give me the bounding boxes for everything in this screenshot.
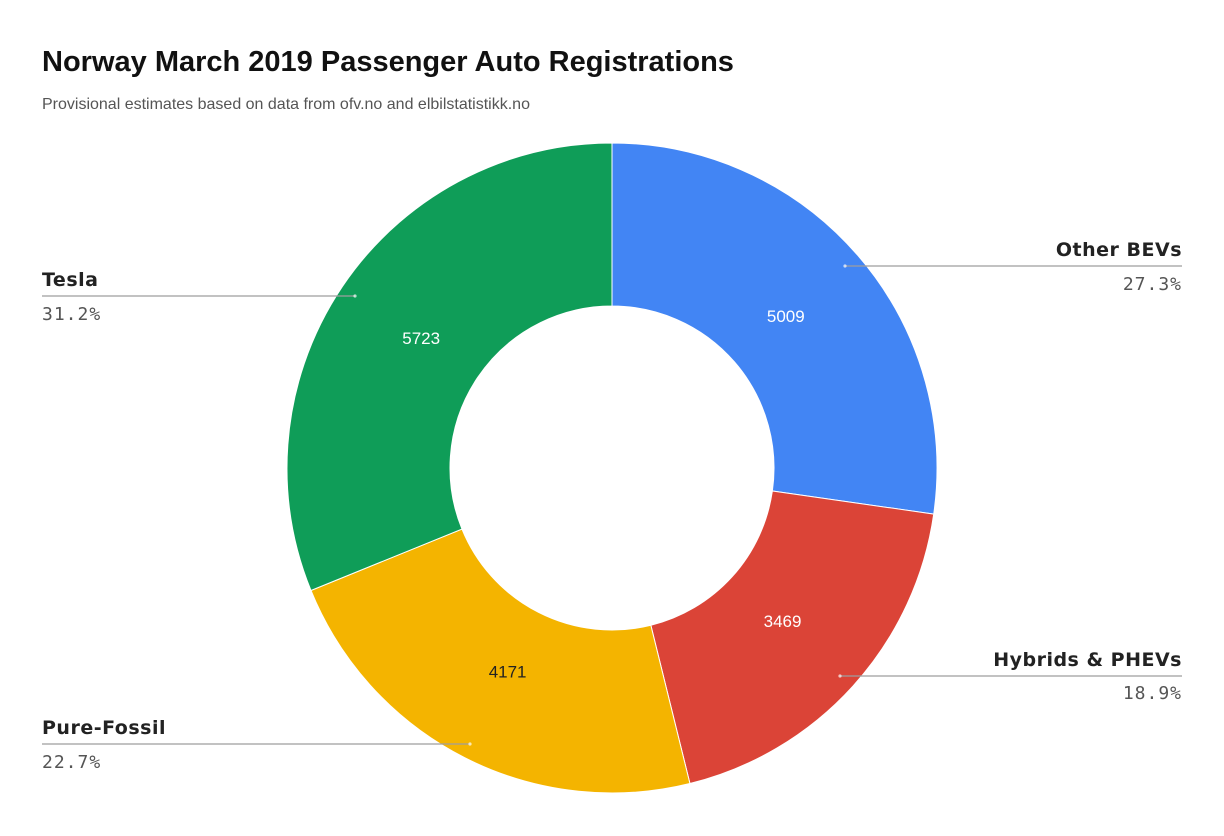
leader-dot-tesla	[353, 294, 357, 298]
callout-percent-other-bevs: 27.3%	[1123, 274, 1182, 295]
leader-dot-pure-fossil	[468, 742, 472, 746]
slice-values-group: 5009 3469 4171 5723	[402, 307, 804, 682]
leader-dot-other-bevs	[843, 264, 847, 268]
callout-label-hybrids-phevs: Hybrids & PHEVs	[993, 649, 1182, 671]
slices-group	[286, 142, 938, 794]
slice-pure-fossil	[310, 528, 691, 794]
callout-label-tesla: Tesla	[42, 269, 98, 291]
chart-subtitle: Provisional estimates based on data from…	[42, 96, 530, 113]
slice-value-pure-fossil: 4171	[489, 662, 527, 681]
callout-label-pure-fossil: Pure-Fossil	[42, 717, 166, 739]
slice-value-hybrids-phevs: 3469	[764, 612, 802, 631]
slice-hybrids-phevs	[650, 490, 935, 785]
callout-label-other-bevs: Other BEVs	[1056, 239, 1182, 261]
callout-percent-hybrids-phevs: 18.9%	[1123, 683, 1182, 704]
slice-value-tesla: 5723	[402, 329, 440, 348]
leader-dot-hybrids-phevs	[838, 674, 842, 678]
slice-other-bevs	[611, 142, 938, 515]
callout-percent-pure-fossil: 22.7%	[42, 752, 101, 773]
slice-tesla	[286, 142, 613, 592]
chart-title: Norway March 2019 Passenger Auto Registr…	[42, 46, 734, 78]
slice-value-other-bevs: 5009	[767, 307, 805, 326]
callouts-group: Other BEVs 27.3% Hybrids & PHEVs 18.9% Pure-…	[42, 239, 1182, 773]
callout-percent-tesla: 31.2%	[42, 304, 101, 325]
